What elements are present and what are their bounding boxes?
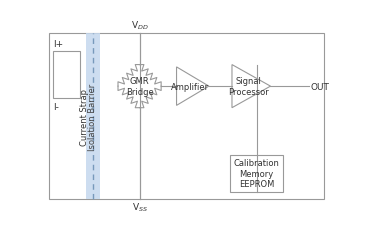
Text: Isolation Barrier: Isolation Barrier [88, 83, 97, 150]
Text: V$_{DD}$: V$_{DD}$ [131, 20, 148, 32]
Text: I-: I- [53, 102, 59, 111]
Bar [86, 34, 100, 199]
Text: Current Strap: Current Strap [80, 88, 89, 145]
Text: Signal
Processor: Signal Processor [229, 77, 269, 96]
Text: Calibration
Memory
EEPROM: Calibration Memory EEPROM [234, 158, 280, 188]
Text: Amplifier: Amplifier [171, 82, 209, 91]
Bar [53, 52, 80, 98]
Bar [231, 155, 283, 192]
Text: OUT: OUT [310, 82, 329, 91]
Text: GMR
Bridge: GMR Bridge [126, 77, 154, 96]
Text: I+: I+ [53, 40, 64, 49]
Text: V$_{SS}$: V$_{SS}$ [131, 201, 148, 213]
